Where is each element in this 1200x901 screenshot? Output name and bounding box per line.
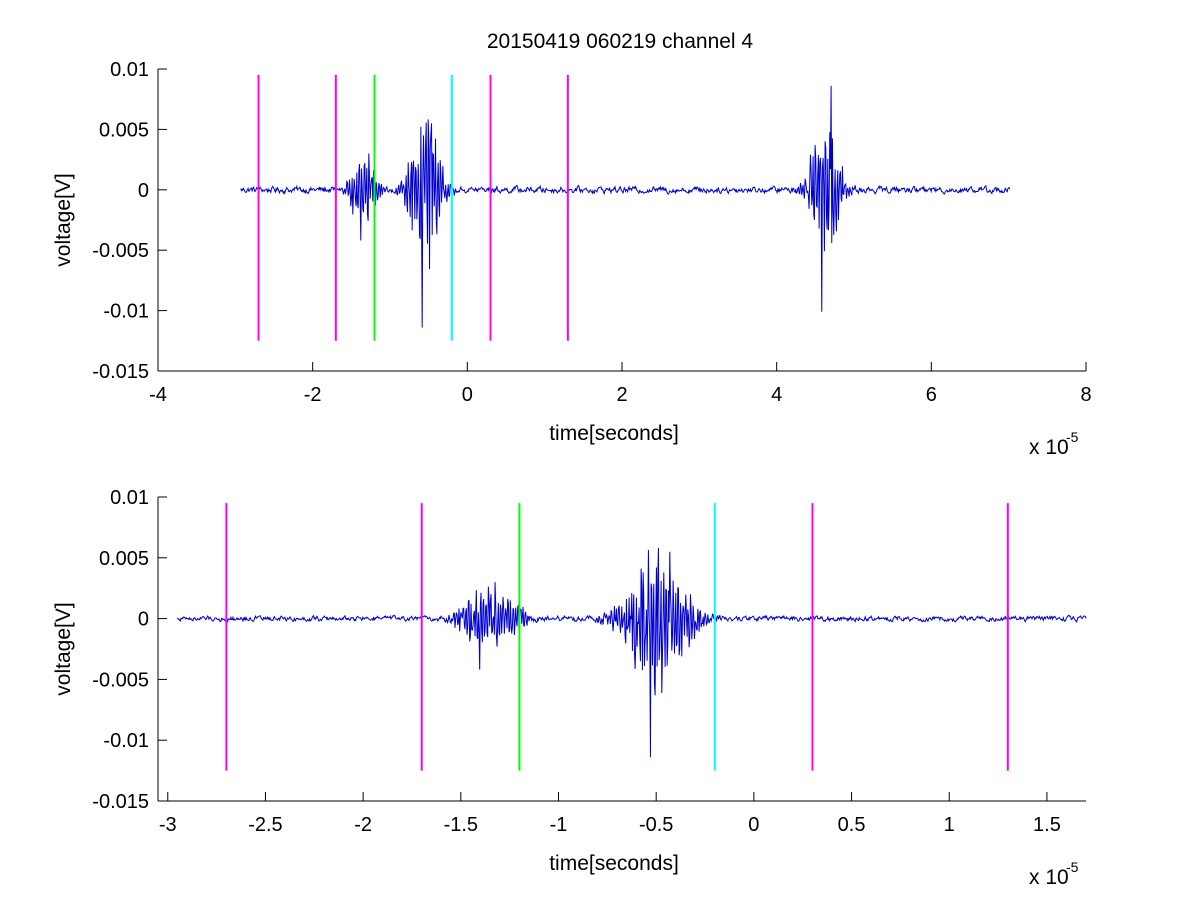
signal-trace [240,85,1011,328]
bottom-subplot: -0.015 -0.01 -0.005 0 0.005 0.01 -3 -2.5 -2 -1.5 -… [52,487,1087,889]
x-tick-label: -2.5 [248,814,282,836]
x-tick-label: 0 [748,814,759,836]
y-tick-label: -0.015 [92,361,149,383]
y-axis-label: voltage[V] [52,173,75,266]
y-tick-label: 0.01 [110,59,149,81]
y-tick-label: -0.015 [92,791,149,813]
x-tick-label: -0.5 [639,814,673,836]
x-tick-label: 1.5 [1033,814,1061,836]
x-tick-label: 0.5 [838,814,866,836]
x-tick-label: -4 [149,384,167,406]
x-tick-label: 0 [462,384,473,406]
y-tick-label: -0.01 [103,730,149,752]
x-tick-label: -2 [354,814,372,836]
y-axis-label: voltage[V] [52,602,75,695]
y-tick-label: 0.005 [99,119,149,141]
x-tick-label: -3 [159,814,177,836]
x-tick-label: 8 [1080,384,1091,406]
x-multiplier-label: x 10 [1029,866,1069,889]
x-axis-label: time[seconds] [549,852,679,875]
y-tick-label: 0 [138,180,149,202]
y-tick-label: -0.01 [103,301,149,323]
x-multiplier-exponent: -5 [1066,859,1079,875]
x-tick-label: -1 [550,814,568,836]
signal-trace [177,547,1087,758]
x-tick-label: 2 [616,384,627,406]
y-tick-label: -0.005 [92,240,149,262]
x-axis-label: time[seconds] [549,422,679,445]
x-tick-label: -2 [304,384,322,406]
x-tick-label: 6 [926,384,937,406]
y-tick-label: 0.005 [99,548,149,570]
x-tick-label: -1.5 [444,814,478,836]
x-tick-label: 1 [944,814,955,836]
x-tick-label: 4 [771,384,782,406]
x-multiplier-label: x 10 [1029,436,1069,459]
y-tick-label: -0.005 [92,669,149,691]
chart-title: 20150419 060219 channel 4 [487,30,754,53]
y-tick-label: 0 [138,609,149,631]
y-tick-label: 0.01 [110,487,149,509]
top-subplot: -0.015 -0.01 -0.005 0 0.005 0.01 -4 -2 0 2 4 6 8 time… [52,30,1092,459]
x-multiplier-exponent: -5 [1066,429,1079,445]
